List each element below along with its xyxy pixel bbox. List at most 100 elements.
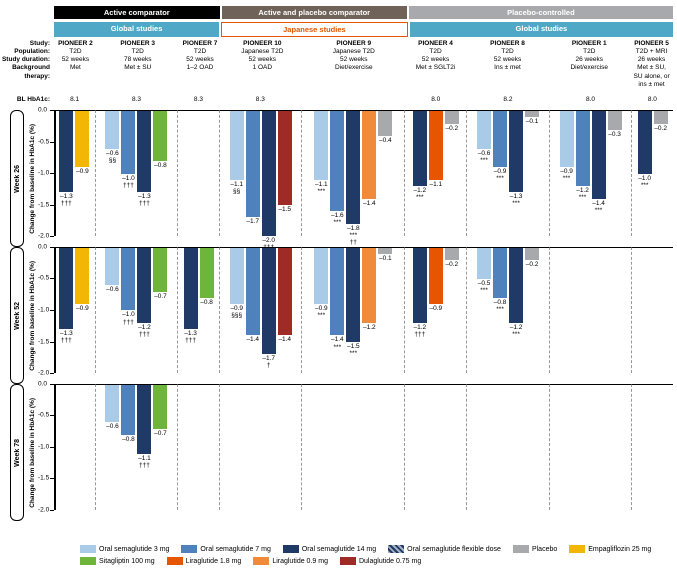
population: T2D + MRI	[632, 48, 671, 56]
bar-rect	[200, 248, 214, 298]
bar-rect	[509, 111, 523, 192]
bar-rect	[330, 111, 344, 211]
study-panel	[549, 384, 631, 510]
background-therapy: Met	[56, 64, 95, 72]
bars-group: –1.2***–1.1–0.2	[405, 111, 466, 236]
bar-rect	[230, 248, 244, 304]
row-title: Week 78	[10, 384, 24, 521]
study-panel: –1.3†††–0.8	[177, 247, 219, 373]
bar-value-label: –1.2***	[576, 187, 589, 201]
bar: –1.5***	[346, 248, 360, 373]
bars-group	[302, 385, 404, 510]
bar-value-label: –0.9	[429, 305, 442, 312]
bar: –0.4	[378, 111, 392, 236]
row-title: Week 52	[10, 247, 24, 384]
study-title: PIONEER 9	[305, 40, 402, 48]
y-axis-label: Change from baseline in HbA1c (%)	[26, 247, 38, 384]
bar-value-label: –0.6	[106, 286, 119, 293]
column-meta: PIONEER 8T2D52 weeksIns ± met	[467, 40, 549, 89]
bar-rect	[75, 111, 89, 167]
bar-rect	[137, 248, 151, 323]
study-panel	[631, 247, 673, 373]
bar: –0.9	[429, 248, 443, 373]
meta-label: Background therapy:	[0, 64, 54, 80]
bar-value-label: –1.3***	[510, 193, 523, 207]
bar: –0.9***	[493, 111, 507, 236]
bars-group: –1.3†††–0.9	[54, 248, 95, 373]
bar-rect	[278, 248, 292, 336]
duration: 52 weeks	[406, 56, 464, 64]
bar-rect	[246, 248, 260, 336]
baseline-value: 8.2	[467, 96, 550, 103]
study-panel	[177, 110, 219, 236]
bar: –1.4***	[592, 111, 606, 236]
bar-rect	[278, 111, 292, 205]
bar: –1.3†††	[137, 111, 151, 236]
bars-group: –0.6–0.8–1.1†††–0.7	[96, 385, 177, 510]
bar: –1.0***	[638, 111, 652, 236]
legend-swatch	[513, 545, 529, 553]
bar: –1.7†	[262, 248, 276, 373]
legend-swatch	[181, 545, 197, 553]
bar: –1.2	[362, 248, 376, 373]
study-panel: –1.3†††–0.9	[54, 247, 95, 373]
study-panel	[404, 384, 466, 510]
legend-label: Dulaglutide 0.75 mg	[359, 558, 421, 565]
baseline-label: BL HbA1c:	[0, 96, 54, 103]
legend-label: Oral semaglutide flexible dose	[407, 546, 501, 553]
row-title: Week 26	[10, 110, 24, 247]
comparator-bands: Active comparatorActive and placebo comp…	[54, 6, 673, 19]
bar-value-label: –1.0***	[638, 175, 651, 189]
bar: –1.3†††	[184, 248, 198, 373]
bars-group: –1.3†††–0.8	[178, 248, 219, 373]
bar: –1.2†††	[137, 248, 151, 373]
baseline-value: 8.0	[405, 96, 467, 103]
bar-value-label: –0.2	[445, 125, 458, 132]
study-panel: –0.6§§–1.0†††–1.3†††–0.8	[95, 110, 177, 236]
legend-swatch	[340, 557, 356, 565]
week-row: Week 26Change from baseline in HbA1c (%)…	[10, 110, 673, 247]
comparator-band: Active comparator	[54, 6, 220, 19]
study-panel	[549, 247, 631, 373]
study-panel: –1.1***–1.6***–1.8***††–1.4–0.4	[301, 110, 404, 236]
study-panel	[631, 384, 673, 510]
week-row: Week 52Change from baseline in HbA1c (%)…	[10, 247, 673, 384]
bar-rect	[75, 248, 89, 304]
bar-value-label: –1.4	[278, 336, 291, 343]
bar-rect	[59, 248, 73, 329]
meta-label: Population:	[0, 48, 54, 56]
study-panel: –1.2***–1.1–0.2	[404, 110, 466, 236]
bars-group	[220, 385, 301, 510]
bar-rect	[608, 111, 622, 130]
bar-rect	[509, 248, 523, 323]
background-therapy: Diet/exercise	[550, 64, 628, 72]
legend-item: Oral semaglutide 3 mg	[80, 545, 169, 553]
study-title: PIONEER 7	[181, 40, 220, 48]
bar-value-label: –1.1†††	[138, 455, 151, 469]
bar-value-label: –1.5***	[347, 343, 360, 357]
bar-value-label: –1.6***	[331, 212, 344, 226]
bar-value-label: –0.8	[200, 299, 213, 306]
population: T2D	[469, 48, 547, 56]
bar-rect	[105, 385, 119, 423]
bar-rect	[314, 111, 328, 180]
study-panels: –1.3†††–0.9–0.6§§–1.0†††–1.3†††–0.8–1.1§…	[54, 110, 673, 236]
population: T2D	[406, 48, 464, 56]
bar-rect	[153, 248, 167, 292]
bar-rect	[362, 248, 376, 323]
bars-group: –1.3†††–0.9	[54, 111, 95, 236]
study-panel: –0.9***–1.2***–1.4***–0.3	[549, 110, 631, 236]
bar: –0.3	[608, 111, 622, 236]
legend-item: Empagliflozin 25 mg	[569, 545, 651, 553]
bar-rect	[137, 111, 151, 192]
bar: –0.2	[445, 111, 459, 236]
bar-rect	[413, 248, 427, 323]
bar-value-label: –0.9	[76, 168, 89, 175]
bar-rect	[413, 111, 427, 186]
legend-label: Oral semaglutide 14 mg	[302, 546, 376, 553]
study-title: PIONEER 2	[56, 40, 95, 48]
bars-group: –0.6–1.0†††–1.2†††–0.7	[96, 248, 177, 373]
study-panel: –0.6–0.8–1.1†††–0.7	[95, 384, 177, 510]
study-panel: –1.2†††–0.9–0.2	[404, 247, 466, 373]
region-bands: Global studiesJapanese studiesGlobal stu…	[54, 22, 673, 37]
